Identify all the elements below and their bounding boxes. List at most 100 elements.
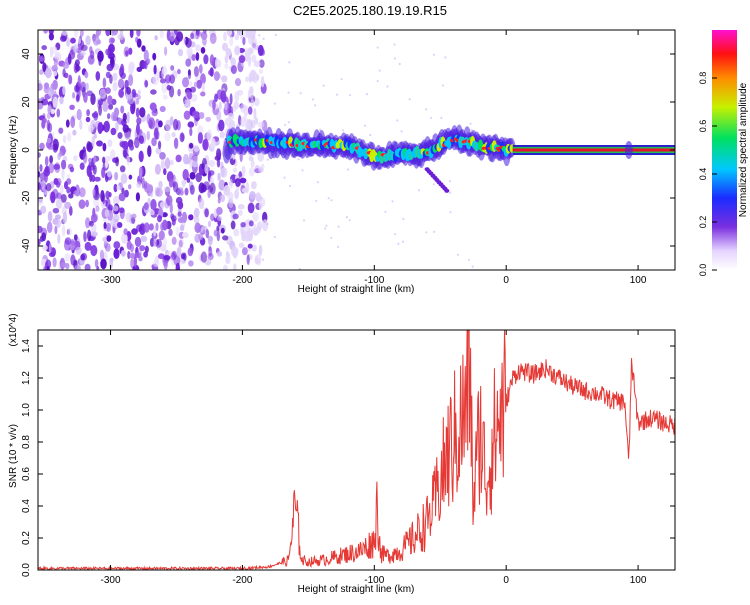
noise-speck (120, 105, 125, 114)
noise-speck (41, 45, 47, 51)
y-tick-label: 1.0 (21, 403, 32, 417)
noise-speck (73, 234, 78, 241)
noise-speck (161, 65, 168, 76)
noise-speck (301, 169, 304, 172)
noise-speck (432, 183, 435, 186)
noise-speck (152, 74, 159, 86)
noise-speck (62, 135, 67, 144)
noise-speck (107, 95, 113, 105)
noise-speck (102, 156, 106, 164)
noise-speck (261, 163, 265, 171)
noise-speck (179, 132, 185, 143)
noise-speck (245, 181, 250, 194)
noise-speck (176, 31, 184, 42)
noise-speck (253, 60, 261, 68)
noise-speck (149, 102, 157, 111)
noise-speck (208, 160, 215, 168)
noise-speck (138, 150, 144, 163)
y-tick-label: 0.0 (21, 563, 32, 577)
noise-speck (162, 238, 168, 247)
noise-speck (182, 232, 189, 239)
noise-speck (234, 91, 240, 103)
noise-speck (126, 87, 131, 95)
noise-speck (66, 173, 71, 180)
noise-speck (130, 102, 136, 115)
noise-speck (173, 181, 179, 193)
noise-speck (94, 176, 101, 182)
noise-speck (153, 227, 157, 237)
noise-speck (142, 61, 147, 69)
noise-speck (138, 249, 142, 258)
x-tick-label: -100 (364, 275, 384, 286)
noise-speck (226, 30, 233, 37)
noise-speck (67, 53, 72, 65)
noise-speck (41, 119, 46, 129)
noise-speck (217, 198, 221, 204)
noise-speck (61, 168, 65, 180)
noise-speck (341, 129, 345, 132)
noise-speck (113, 213, 120, 223)
noise-speck (168, 178, 174, 188)
noise-speck (116, 185, 121, 191)
noise-speck (177, 211, 182, 217)
colorbar-tick-label: 0.4 (698, 168, 708, 181)
colorbar-ticks: 0.0 0.2 0.4 0.6 0.8 (698, 72, 717, 276)
noise-speck (449, 191, 452, 194)
noise-speck (177, 201, 184, 210)
noise-speck (48, 243, 52, 253)
noise-speck (173, 118, 179, 131)
noise-speck (133, 255, 137, 268)
noise-speck (40, 205, 47, 214)
noise-speck (153, 64, 157, 75)
noise-speck (205, 229, 210, 239)
noise-speck (84, 241, 92, 251)
noise-speck (161, 212, 168, 218)
noise-speck (391, 200, 394, 203)
noise-speck (102, 142, 107, 152)
noise-speck (61, 224, 66, 237)
noise-speck (51, 188, 59, 200)
noise-speck (128, 64, 134, 75)
noise-speck (185, 157, 192, 165)
noise-speck (151, 137, 157, 147)
noise-speck (298, 267, 301, 270)
noise-speck (150, 199, 157, 211)
y-tick-label: 0.4 (21, 499, 32, 513)
noise-speck (110, 37, 115, 43)
y-tick-label: 40 (21, 48, 32, 60)
noise-speck (189, 184, 195, 195)
noise-speck (165, 119, 172, 132)
noise-speck (155, 222, 159, 232)
noise-speck (171, 250, 177, 260)
noise-speck (129, 252, 136, 259)
noise-speck (239, 177, 247, 184)
noise-speck (188, 260, 194, 267)
noise-speck (158, 120, 163, 128)
noise-speck (204, 163, 209, 174)
noise-speck (418, 189, 421, 192)
noise-speck (209, 182, 216, 195)
noise-speck (176, 246, 182, 257)
noise-speck (160, 159, 166, 170)
noise-speck (213, 71, 220, 82)
noise-speck (129, 144, 135, 151)
noise-speck (396, 119, 399, 122)
noise-speck (330, 236, 333, 239)
noise-speck (303, 219, 306, 222)
noise-speck (61, 30, 68, 36)
noise-speck (80, 254, 86, 261)
noise-speck (347, 168, 350, 171)
noise-speck (247, 243, 253, 249)
noise-speck (175, 154, 182, 163)
noise-speck (225, 251, 230, 258)
noise-speck (386, 85, 389, 88)
noise-speck (205, 116, 212, 122)
noise-speck (266, 222, 269, 226)
noise-speck (188, 214, 194, 221)
noise-speck (53, 71, 58, 77)
noise-speck (325, 224, 328, 227)
noise-speck (74, 59, 80, 67)
noise-speck (220, 167, 228, 178)
noise-speck (47, 122, 53, 133)
noise-speck (76, 108, 82, 121)
